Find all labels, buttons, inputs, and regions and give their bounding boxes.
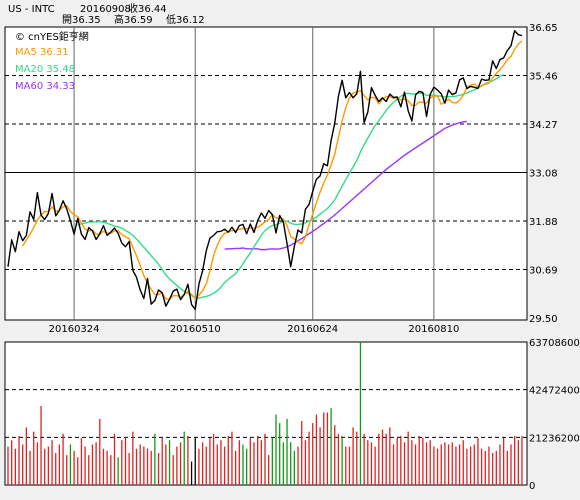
watermark: © cnYES鉅亨網 bbox=[15, 30, 89, 43]
price-x-tick-label: 20160810 bbox=[408, 324, 459, 335]
high-label: 高36.59 bbox=[114, 13, 153, 26]
ma60-line bbox=[224, 120, 468, 251]
close-label: 收36.44 bbox=[128, 2, 167, 15]
low-label: 低36.12 bbox=[166, 13, 205, 26]
ma5-legend: MA5 36.31 bbox=[15, 47, 69, 58]
price-y-axis: 36.65 35.46 34.27 33.08 31.88 30.69 29.50 bbox=[529, 23, 558, 325]
price-y-tick-label: 29.50 bbox=[529, 314, 558, 325]
volume-grid bbox=[5, 389, 527, 438]
price-y-tick-label: 33.08 bbox=[529, 169, 558, 180]
volume-y-tick-label: 63708600 bbox=[529, 338, 580, 349]
ma20-legend: MA20 35.48 bbox=[15, 64, 75, 75]
price-panel-bg bbox=[4, 26, 528, 321]
volume-y-axis: 63708600 42472400 21236200 0 bbox=[529, 338, 580, 492]
price-y-tick-label: 35.46 bbox=[529, 72, 558, 83]
price-line bbox=[7, 29, 523, 311]
ma60-legend: MA60 34.33 bbox=[15, 81, 75, 92]
volume-y-tick-label: 42472400 bbox=[529, 386, 580, 397]
symbol-label: US - INTC bbox=[8, 4, 55, 15]
ma20-line bbox=[77, 73, 504, 299]
volume-panel: 63708600 42472400 21236200 0 bbox=[4, 338, 580, 492]
price-y-tick-label: 30.69 bbox=[529, 266, 558, 277]
open-label: 開36.35 bbox=[62, 14, 101, 26]
date-label: 20160908 bbox=[80, 4, 131, 15]
price-x-axis: 20160324 20160510 20160624 20160810 bbox=[49, 324, 460, 335]
price-y-tick-label: 34.27 bbox=[529, 120, 558, 131]
price-grid bbox=[5, 27, 527, 320]
price-x-tick-label: 20160324 bbox=[49, 324, 100, 335]
volume-y-tick-label: 0 bbox=[529, 481, 535, 492]
price-y-tick-label: 36.65 bbox=[529, 23, 558, 34]
price-y-tick-label: 31.88 bbox=[529, 217, 558, 228]
price-series bbox=[7, 29, 523, 311]
volume-bars bbox=[7, 342, 523, 485]
volume-y-tick-label: 21236200 bbox=[529, 433, 580, 444]
price-x-tick-label: 20160624 bbox=[287, 324, 338, 335]
price-panel: 36.65 35.46 34.27 33.08 31.88 30.69 29.50 2016… bbox=[4, 23, 558, 335]
price-x-tick-label: 20160510 bbox=[170, 324, 221, 335]
